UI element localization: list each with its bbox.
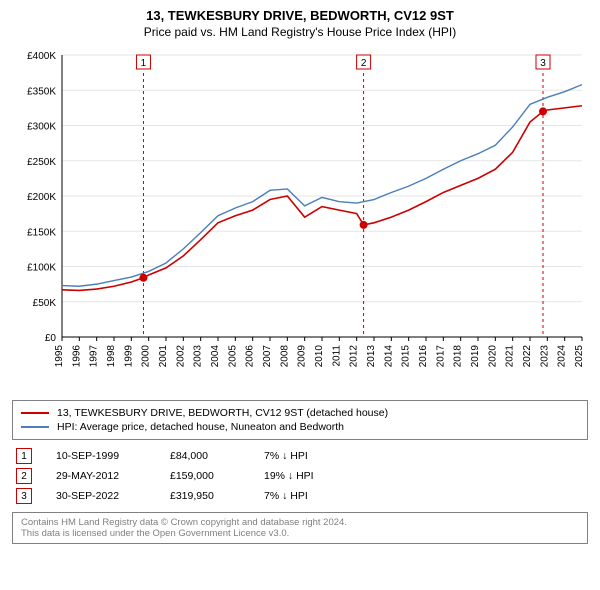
svg-text:£200K: £200K bbox=[27, 192, 56, 203]
svg-text:3: 3 bbox=[540, 58, 546, 69]
svg-text:2024: 2024 bbox=[557, 345, 568, 368]
svg-text:2002: 2002 bbox=[175, 345, 186, 368]
svg-text:2001: 2001 bbox=[158, 345, 169, 368]
svg-text:2017: 2017 bbox=[435, 345, 446, 368]
svg-text:2014: 2014 bbox=[383, 345, 394, 368]
marker-price: £84,000 bbox=[170, 450, 240, 462]
svg-text:£300K: £300K bbox=[27, 122, 56, 133]
marker-date: 30-SEP-2022 bbox=[56, 490, 146, 502]
svg-text:2011: 2011 bbox=[331, 345, 342, 367]
svg-text:£100K: £100K bbox=[27, 263, 56, 274]
svg-text:2003: 2003 bbox=[193, 345, 204, 368]
svg-text:2: 2 bbox=[361, 58, 367, 69]
marker-delta: 7% ↓ HPI bbox=[264, 490, 308, 502]
svg-text:2000: 2000 bbox=[141, 345, 152, 368]
markers-list: 1 10-SEP-1999 £84,000 7% ↓ HPI 2 29-MAY-2012 £… bbox=[12, 448, 588, 504]
chart-svg: £0 £50K £100K £150K £200K £250K £300K £350K £400… bbox=[12, 47, 588, 387]
svg-text:1999: 1999 bbox=[123, 345, 134, 368]
svg-text:2025: 2025 bbox=[574, 345, 585, 368]
svg-text:2010: 2010 bbox=[314, 345, 325, 368]
marker-row: 1 10-SEP-1999 £84,000 7% ↓ HPI bbox=[12, 448, 588, 464]
marker-delta: 19% ↓ HPI bbox=[264, 470, 314, 482]
svg-text:1997: 1997 bbox=[89, 345, 100, 368]
marker-price: £319,950 bbox=[170, 490, 240, 502]
marker-date: 29-MAY-2012 bbox=[56, 470, 146, 482]
footer-line-1: Contains HM Land Registry data © Crown c… bbox=[21, 517, 579, 528]
marker-price: £159,000 bbox=[170, 470, 240, 482]
footer-line-2: This data is licensed under the Open Gov… bbox=[21, 528, 579, 539]
chart-plot-area: £0 £50K £100K £150K £200K £250K £300K £350K £400… bbox=[12, 47, 588, 392]
svg-text:1995: 1995 bbox=[54, 345, 65, 368]
svg-text:2021: 2021 bbox=[505, 345, 516, 368]
svg-text:2004: 2004 bbox=[210, 345, 221, 368]
svg-text:£50K: £50K bbox=[33, 298, 57, 309]
svg-text:2020: 2020 bbox=[487, 345, 498, 368]
marker-badge: 2 bbox=[16, 468, 32, 484]
marker-date: 10-SEP-1999 bbox=[56, 450, 146, 462]
marker-row: 3 30-SEP-2022 £319,950 7% ↓ HPI bbox=[12, 488, 588, 504]
svg-text:2006: 2006 bbox=[245, 345, 256, 368]
legend-item: HPI: Average price, detached house, Nune… bbox=[21, 421, 579, 433]
svg-text:1998: 1998 bbox=[106, 345, 117, 368]
svg-text:2015: 2015 bbox=[401, 345, 412, 368]
svg-text:2016: 2016 bbox=[418, 345, 429, 368]
legend-swatch bbox=[21, 412, 49, 414]
svg-text:2008: 2008 bbox=[279, 345, 290, 368]
svg-text:2007: 2007 bbox=[262, 345, 273, 368]
svg-text:1: 1 bbox=[141, 58, 147, 69]
svg-text:£350K: £350K bbox=[27, 86, 56, 97]
svg-text:£0: £0 bbox=[45, 333, 57, 344]
svg-text:2009: 2009 bbox=[297, 345, 308, 368]
marker-delta: 7% ↓ HPI bbox=[264, 450, 308, 462]
legend-item: 13, TEWKESBURY DRIVE, BEDWORTH, CV12 9ST… bbox=[21, 407, 579, 419]
svg-text:1996: 1996 bbox=[71, 345, 82, 368]
chart-container: 13, TEWKESBURY DRIVE, BEDWORTH, CV12 9ST… bbox=[0, 0, 600, 556]
legend-label: 13, TEWKESBURY DRIVE, BEDWORTH, CV12 9ST… bbox=[57, 407, 388, 419]
chart-subtitle: Price paid vs. HM Land Registry's House … bbox=[12, 25, 588, 39]
footer-note: Contains HM Land Registry data © Crown c… bbox=[12, 512, 588, 544]
svg-text:2012: 2012 bbox=[349, 345, 360, 368]
svg-text:2005: 2005 bbox=[227, 345, 238, 368]
svg-text:2018: 2018 bbox=[453, 345, 464, 368]
marker-badge: 1 bbox=[16, 448, 32, 464]
svg-text:2023: 2023 bbox=[539, 345, 550, 368]
marker-row: 2 29-MAY-2012 £159,000 19% ↓ HPI bbox=[12, 468, 588, 484]
svg-text:£150K: £150K bbox=[27, 227, 56, 238]
svg-text:2022: 2022 bbox=[522, 345, 533, 368]
legend-box: 13, TEWKESBURY DRIVE, BEDWORTH, CV12 9ST… bbox=[12, 400, 588, 440]
svg-text:2013: 2013 bbox=[366, 345, 377, 368]
marker-badge: 3 bbox=[16, 488, 32, 504]
legend-swatch bbox=[21, 426, 49, 428]
legend-label: HPI: Average price, detached house, Nune… bbox=[57, 421, 344, 433]
svg-text:£400K: £400K bbox=[27, 51, 56, 62]
chart-title: 13, TEWKESBURY DRIVE, BEDWORTH, CV12 9ST bbox=[12, 8, 588, 23]
svg-text:2019: 2019 bbox=[470, 345, 481, 368]
svg-text:£250K: £250K bbox=[27, 157, 56, 168]
